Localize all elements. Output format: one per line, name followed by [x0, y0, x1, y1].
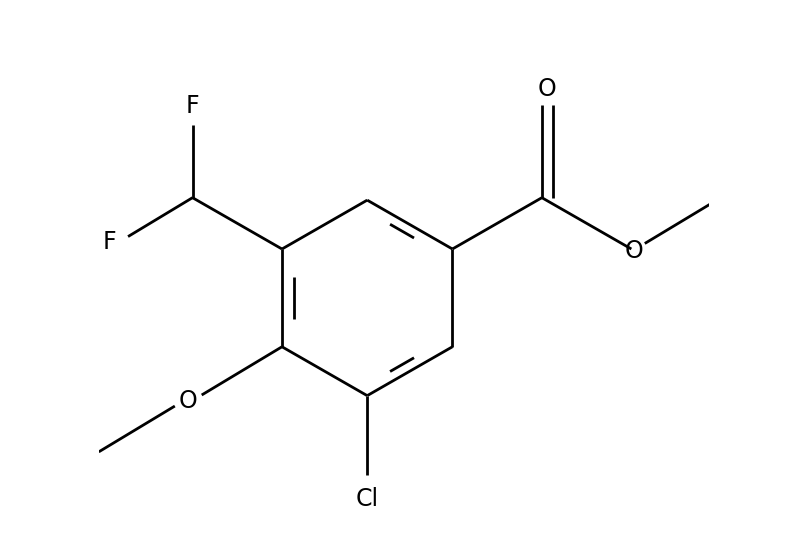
Text: F: F: [103, 230, 117, 254]
Text: Cl: Cl: [355, 486, 379, 511]
Text: F: F: [186, 94, 199, 118]
Text: O: O: [625, 239, 644, 263]
Text: O: O: [179, 389, 198, 412]
Text: O: O: [538, 77, 557, 100]
